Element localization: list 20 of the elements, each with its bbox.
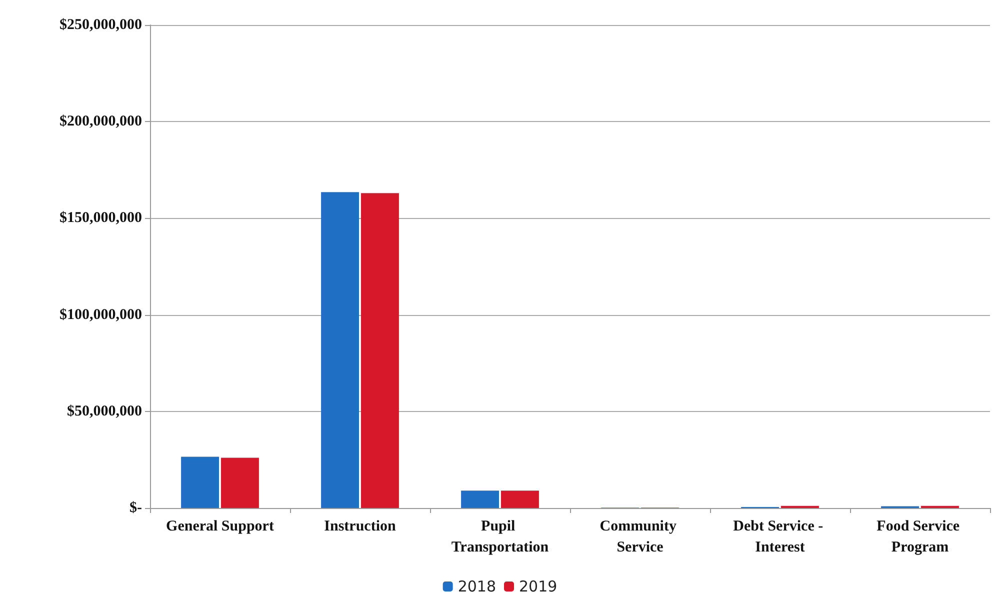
- bar: [220, 458, 259, 508]
- bar: [360, 193, 399, 508]
- x-tick-label: Pupil Transportation: [451, 518, 550, 556]
- bar: [461, 490, 500, 508]
- y-tick-label: $-: [130, 500, 142, 516]
- y-tick-label: $200,000,000: [60, 114, 142, 130]
- bar: [500, 490, 539, 508]
- legend-label: 2019: [519, 578, 558, 596]
- x-tick-label: Debt Service - Interest: [733, 518, 827, 556]
- legend-label: 2018: [458, 578, 496, 596]
- x-tick-label: Instruction: [324, 518, 396, 534]
- x-tick-label: General Support: [166, 518, 274, 534]
- bar: [181, 456, 220, 508]
- y-tick-label: $250,000,000: [60, 17, 142, 33]
- bar: [321, 192, 360, 508]
- y-tick-label: $150,000,000: [60, 210, 142, 226]
- x-tick-label: Community Service: [600, 518, 680, 556]
- y-tick-label: $50,000,000: [67, 403, 142, 420]
- x-tick-label: Food Service Program: [876, 518, 964, 556]
- y-tick-label: $100,000,000: [60, 306, 142, 323]
